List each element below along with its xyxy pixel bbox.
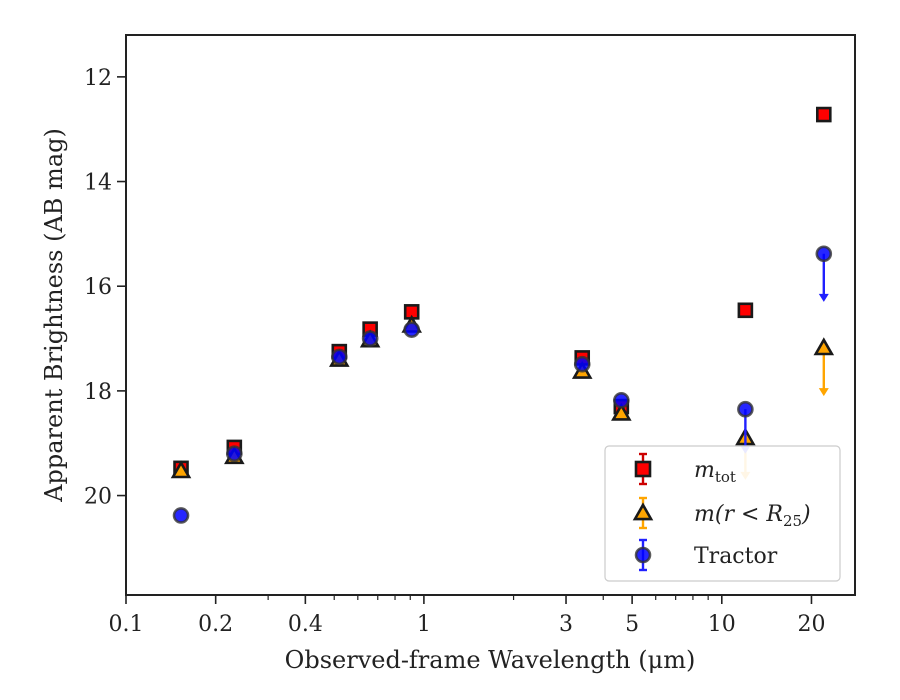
series-m-tot (173, 106, 832, 477)
data-point (813, 337, 835, 356)
x-tick-label: 3 (559, 612, 573, 637)
data-point (815, 106, 832, 123)
y-tick-label: 16 (84, 275, 112, 300)
data-point (737, 400, 754, 418)
x-tick-label: 1 (417, 612, 431, 637)
x-tick-label: 0.4 (288, 612, 323, 637)
y-tick-label: 12 (84, 66, 112, 91)
data-point (737, 302, 754, 319)
data-point (573, 355, 591, 373)
legend-label-main: Tractor (694, 544, 778, 569)
data-point (361, 330, 379, 347)
x-axis-ticks: 0.1 0.2 0.4 1 3 5 10 20 (109, 595, 825, 637)
y-tick-label: 18 (84, 380, 112, 405)
data-point (170, 460, 192, 479)
legend-label: m(r < R25) (694, 502, 811, 530)
data-point (611, 402, 632, 421)
data-point (172, 507, 190, 524)
x-tick-label: 5 (625, 612, 639, 637)
y-tick-label: 20 (84, 485, 112, 510)
x-tick-label: 0.1 (109, 612, 144, 637)
legend-marker (632, 502, 654, 521)
legend-box (604, 445, 841, 582)
data-point (330, 348, 348, 366)
legend-label-sub: tot (715, 468, 736, 486)
legend-marker (634, 546, 652, 564)
legend-label-end: ) (801, 502, 811, 527)
legend-label: Tractor (694, 544, 778, 569)
x-tick-label: 10 (708, 612, 736, 637)
legend-label-main: m (694, 458, 715, 483)
data-point (815, 245, 833, 263)
data-point (226, 445, 243, 462)
legend: mtot m(r < R25) Tractor (604, 445, 841, 582)
x-tick-label: 0.2 (198, 612, 233, 637)
upper-limit-arrow-head (818, 293, 829, 302)
x-tick-label: 20 (797, 612, 825, 637)
data-marks (170, 106, 835, 524)
legend-label-main: m(r < R (694, 502, 783, 527)
data-point (403, 321, 420, 338)
y-axis-ticks: 12 14 16 18 20 (84, 66, 126, 510)
x-axis-label: Observed-frame Wavelength (μm) (285, 646, 696, 674)
y-axis-label: Apparent Brightness (AB mag) (40, 128, 68, 503)
legend-marker (634, 460, 652, 478)
legend-label-sub: 25 (783, 512, 802, 530)
legend-label: mtot (694, 458, 736, 486)
data-point (613, 392, 630, 409)
series-tractor (172, 245, 833, 524)
plot-frame (125, 34, 856, 596)
y-tick-label: 14 (84, 171, 112, 196)
upper-limit-arrow-head (818, 388, 829, 397)
